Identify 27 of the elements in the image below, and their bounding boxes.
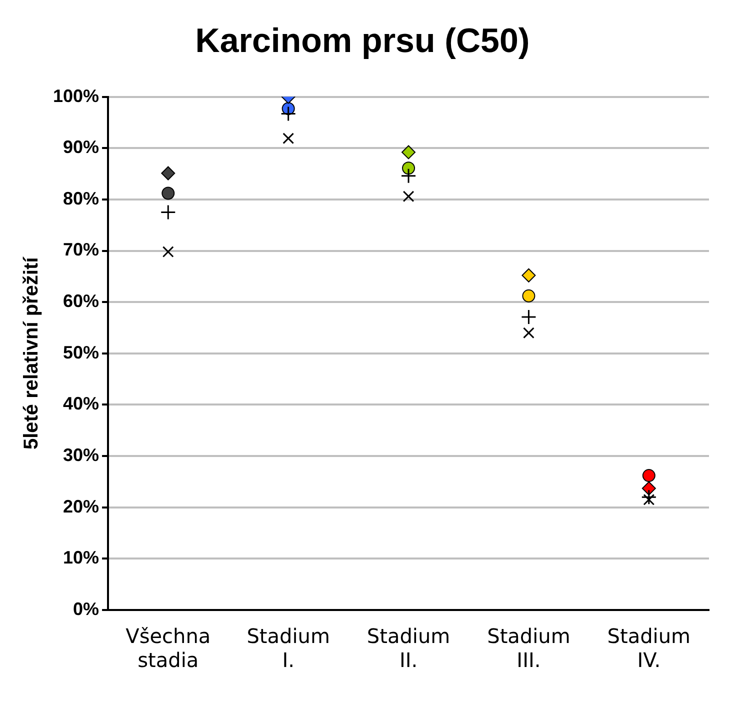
y-tick-label: 50%: [63, 342, 100, 362]
y-tick-label: 0%: [73, 598, 100, 619]
x-tick-label: Stadium IV.: [607, 624, 691, 672]
y-tick-label: 80%: [63, 188, 100, 208]
point: [520, 309, 536, 325]
point: [641, 489, 657, 505]
point: [523, 327, 534, 339]
point: [162, 246, 174, 258]
x-tick-label: Stadium III.: [487, 624, 570, 672]
y-tick-label: 10%: [63, 548, 100, 568]
x-tick-label: Všechna stadia: [126, 624, 211, 672]
chart-title: Karcinom prsu (C50): [195, 22, 530, 60]
point: [400, 168, 416, 184]
y-tick-label: 20%: [63, 496, 100, 516]
y-tick-label: 30%: [63, 445, 100, 466]
point: [282, 132, 294, 144]
y-tick-label: 60%: [63, 291, 100, 312]
point: [160, 204, 176, 220]
x-tick-label: Stadium II.: [366, 624, 450, 672]
x-tick-label: Stadium I.: [246, 624, 330, 672]
y-tick-label: 40%: [63, 394, 100, 414]
y-tick-label: 100%: [52, 86, 100, 106]
point: [280, 106, 296, 122]
y-axis-title: 5leté relativní přežití: [20, 256, 43, 450]
y-tick-label: 90%: [63, 137, 100, 158]
y-tick-label: 70%: [63, 240, 100, 260]
point: [402, 190, 414, 202]
